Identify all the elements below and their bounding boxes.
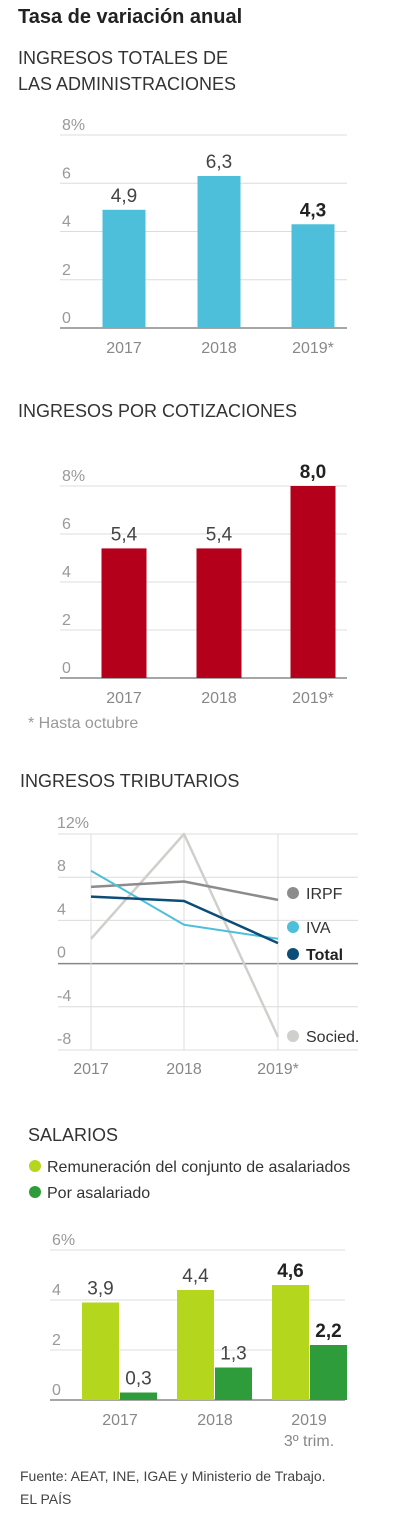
y-tick-label: 2 xyxy=(52,1332,61,1349)
y-tick-label: 4 xyxy=(62,214,71,231)
x-tick-label: 2018 xyxy=(197,1412,233,1429)
chart-title: SALARIOS xyxy=(28,1125,118,1145)
legend-marker xyxy=(287,887,299,899)
y-tick-label: 0 xyxy=(57,945,66,962)
data-label: 1,3 xyxy=(220,1344,246,1365)
bar xyxy=(291,224,335,328)
data-label: 8,0 xyxy=(300,462,326,483)
y-tick-label: 0 xyxy=(62,660,71,677)
bar xyxy=(82,1302,119,1400)
x-tick-label: 2017 xyxy=(73,1061,109,1078)
y-tick-label: 2 xyxy=(62,612,71,629)
bar xyxy=(215,1367,252,1400)
legend-label: Total xyxy=(306,947,343,964)
data-label: 4,3 xyxy=(300,200,326,221)
chart-title-line: INGRESOS TOTALES DE xyxy=(18,48,228,68)
series-line-iva xyxy=(90,869,279,940)
data-label: 5,4 xyxy=(206,524,233,545)
y-tick-label: -4 xyxy=(57,988,71,1005)
data-label: 6,3 xyxy=(206,152,232,173)
footnote: * Hasta octubre xyxy=(28,715,138,732)
series-line-total xyxy=(90,895,279,945)
chart-title: INGRESOS TRIBUTARIOS xyxy=(20,771,239,791)
legend-label: Socied. xyxy=(306,1029,359,1046)
bar xyxy=(196,548,242,678)
x-tick-label: 2018 xyxy=(201,340,237,357)
publisher: EL PAÍS xyxy=(20,1491,71,1507)
bar xyxy=(310,1345,347,1400)
data-label: 4,4 xyxy=(182,1266,209,1287)
x-tick-label: 2017 xyxy=(106,340,142,357)
data-label: 2,2 xyxy=(315,1321,341,1342)
figure-title: Tasa de variación anual xyxy=(18,6,243,28)
source-line: Fuente: AEAT, INE, IGAE y Ministerio de … xyxy=(20,1468,326,1484)
bar xyxy=(101,548,147,678)
legend-label: Remuneración del conjunto de asalariados xyxy=(47,1159,350,1176)
legend-marker xyxy=(287,1030,299,1042)
chart-title-line: LAS ADMINISTRACIONES xyxy=(18,74,236,94)
y-tick-label: 8% xyxy=(62,117,85,134)
y-tick-label: 4 xyxy=(52,1282,61,1299)
y-tick-label: 8 xyxy=(57,858,66,875)
y-tick-label: 6 xyxy=(62,165,71,182)
bar xyxy=(272,1285,309,1400)
series-line-irpf xyxy=(90,880,279,902)
x-tick-label: 2019* xyxy=(292,690,334,707)
x-tick-label: 2019 xyxy=(291,1412,327,1429)
data-label: 4,9 xyxy=(111,186,137,207)
y-tick-label: 0 xyxy=(62,310,71,327)
x-tick-label: 2017 xyxy=(106,690,142,707)
series-line-socied xyxy=(90,832,280,1038)
legend-label: Por asalariado xyxy=(47,1185,150,1202)
legend-marker xyxy=(29,1186,41,1198)
x-tick-label: 2018 xyxy=(201,690,237,707)
bar xyxy=(102,209,146,328)
x-tick-label: 2019* xyxy=(257,1061,299,1078)
bar xyxy=(120,1392,157,1400)
x-tick-sublabel: 3º trim. xyxy=(284,1433,334,1450)
y-tick-label: 6% xyxy=(52,1232,75,1249)
legend-label: IVA xyxy=(306,920,331,937)
y-tick-label: 6 xyxy=(62,516,71,533)
legend-label: IRPF xyxy=(306,886,343,903)
data-label: 4,6 xyxy=(277,1261,303,1282)
bar xyxy=(177,1290,214,1400)
x-tick-label: 2018 xyxy=(166,1061,202,1078)
data-label: 3,9 xyxy=(87,1279,113,1300)
y-tick-label: -8 xyxy=(57,1031,71,1048)
x-tick-label: 2017 xyxy=(102,1412,138,1429)
legend-marker xyxy=(29,1160,41,1172)
y-tick-label: 4 xyxy=(62,564,71,581)
bar xyxy=(290,486,336,678)
y-tick-label: 4 xyxy=(57,901,66,918)
y-tick-label: 12% xyxy=(57,815,89,832)
data-label: 5,4 xyxy=(111,524,138,545)
chart-title: INGRESOS POR COTIZACIONES xyxy=(18,401,297,421)
legend-marker xyxy=(287,948,299,960)
y-tick-label: 2 xyxy=(62,262,71,279)
y-tick-label: 0 xyxy=(52,1382,61,1399)
data-label: 0,3 xyxy=(125,1369,151,1390)
x-tick-label: 2019* xyxy=(292,340,334,357)
y-tick-label: 8% xyxy=(62,468,85,485)
legend-marker xyxy=(287,921,299,933)
bar xyxy=(197,176,241,328)
